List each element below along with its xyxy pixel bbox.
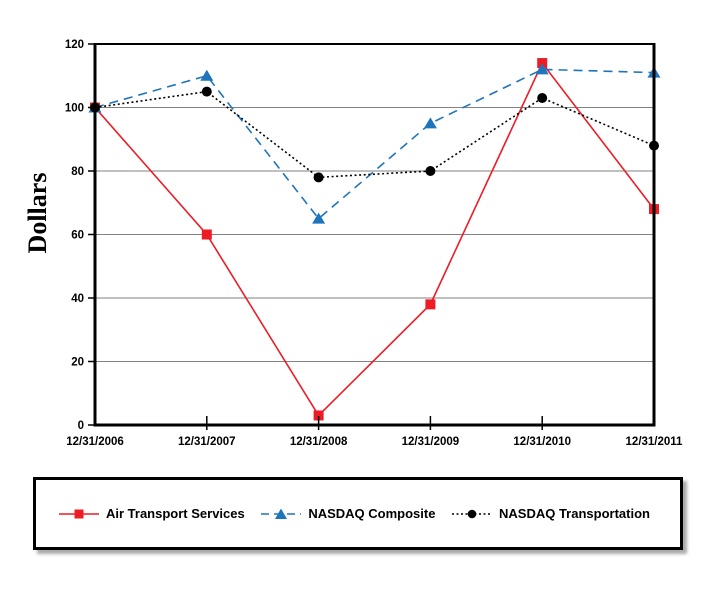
legend-label: NASDAQ Transportation	[499, 506, 650, 521]
x-tick-label: 12/31/2009	[402, 436, 460, 448]
marker-circle	[313, 172, 324, 183]
marker-square	[201, 229, 212, 240]
x-tick-label: 12/31/2008	[290, 436, 348, 448]
marker-triangle	[423, 117, 437, 129]
marker-circle	[425, 166, 436, 176]
legend-item-air-transport-services: Air Transport Services	[58, 506, 245, 521]
y-tick-label: 0	[78, 420, 84, 432]
red-square-line-icon	[59, 509, 99, 518]
series-line-0	[94, 61, 655, 417]
marker-circle	[537, 92, 548, 103]
marker-square	[313, 410, 324, 421]
black-circle-line-icon	[452, 509, 493, 518]
x-tick-label: 12/31/2006	[66, 436, 124, 448]
marker-square	[537, 58, 548, 69]
y-tick-label: 40	[71, 293, 84, 305]
legend: Air Transport Services NASDAQ Composite …	[33, 477, 683, 550]
x-tick-label: 12/31/2010	[513, 436, 571, 448]
legend-label: Air Transport Services	[106, 506, 245, 521]
y-tick-label: 80	[71, 166, 84, 178]
marker-triangle	[312, 212, 326, 224]
legend-item-nasdaq-composite: NASDAQ Composite	[260, 506, 435, 521]
y-tick-label: 120	[65, 39, 84, 51]
legend-label: NASDAQ Composite	[308, 506, 436, 521]
x-tick-label: 12/31/2011	[626, 436, 684, 448]
marker-triangle	[535, 63, 549, 75]
y-tick-label: 60	[71, 230, 84, 242]
marker-square	[425, 299, 436, 310]
blue-triangle-line-icon	[261, 508, 302, 519]
line-chart: 0 20 40 60 80 100 120 12/31/2006 12/31/2007 12/31…	[65, 39, 684, 448]
marker-triangle	[200, 69, 214, 81]
x-tick-label: 12/31/2007	[178, 436, 236, 448]
y-tick-label: 20	[71, 357, 84, 369]
legend-item-nasdaq-transportation: NASDAQ Transportation	[451, 506, 650, 521]
marker-circle	[201, 86, 212, 97]
y-axis-title: Dollars	[23, 172, 52, 254]
series-line-2	[94, 90, 655, 179]
series-line-1	[94, 68, 655, 220]
y-tick-label: 100	[65, 103, 84, 115]
